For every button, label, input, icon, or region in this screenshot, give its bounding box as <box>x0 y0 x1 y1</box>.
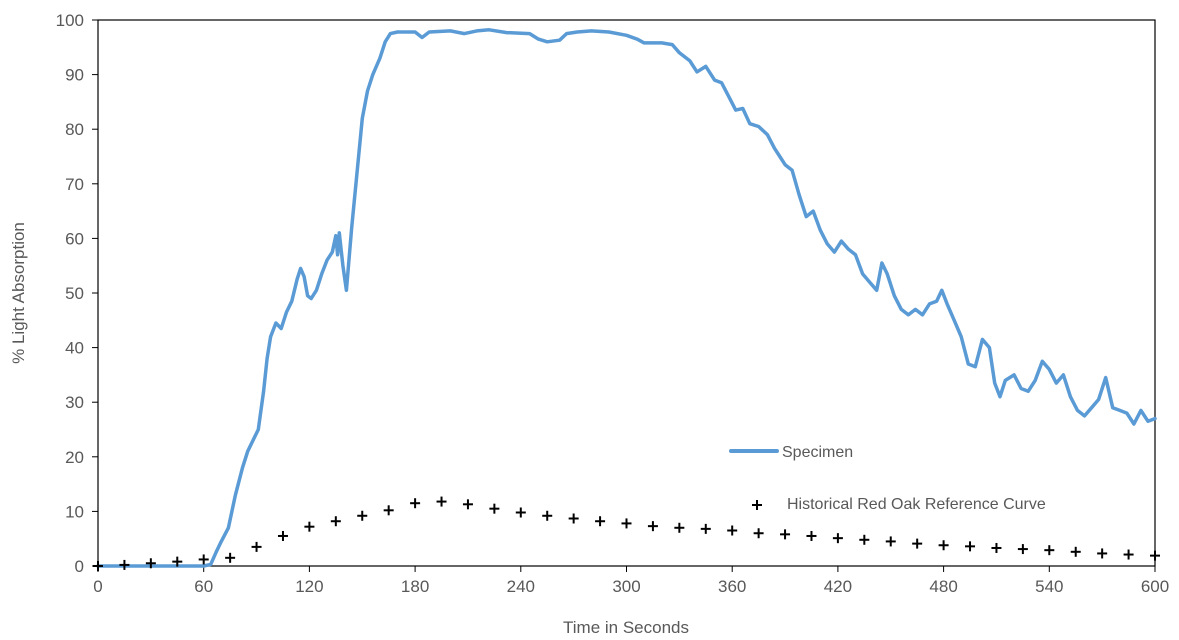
reference-curve-point <box>885 536 896 547</box>
reference-curve-point <box>410 498 421 509</box>
reference-curve-point <box>304 521 315 532</box>
reference-curve-point <box>859 534 870 545</box>
x-tick-label: 600 <box>1141 577 1169 596</box>
reference-curve-point <box>1150 550 1160 561</box>
reference-curve-point <box>172 556 183 567</box>
reference-curve-point <box>832 533 843 544</box>
reference-curve-point <box>568 513 579 524</box>
x-tick-label: 420 <box>824 577 852 596</box>
reference-curve-point <box>991 542 1002 553</box>
x-tick-label: 60 <box>194 577 213 596</box>
y-axis-title: % Light Absorption <box>9 222 28 364</box>
y-tick-label: 100 <box>56 11 84 30</box>
y-tick-label: 10 <box>65 502 84 521</box>
x-tick-label: 300 <box>612 577 640 596</box>
reference-curve-point <box>1123 549 1134 560</box>
y-tick-label: 20 <box>65 448 84 467</box>
reference-curve-point <box>330 516 341 527</box>
reference-curve-point <box>965 541 976 552</box>
reference-curve-point <box>727 525 738 536</box>
reference-curve-point <box>700 523 711 534</box>
x-tick-label: 360 <box>718 577 746 596</box>
y-tick-label: 90 <box>65 66 84 85</box>
x-tick-label: 240 <box>507 577 535 596</box>
y-tick-label: 70 <box>65 175 84 194</box>
legend: Specimen Historical Red Oak Reference Cu… <box>729 444 1046 513</box>
reference-curve-point <box>1017 544 1028 555</box>
reference-curve-point <box>489 503 500 514</box>
reference-curve-point <box>753 528 764 539</box>
y-tick-label: 80 <box>65 120 84 139</box>
y-tick-label: 60 <box>65 229 84 248</box>
x-tick-label: 120 <box>295 577 323 596</box>
reference-curve-point <box>462 499 473 510</box>
reference-curve-point <box>357 510 368 521</box>
x-axis-title: Time in Seconds <box>563 618 689 637</box>
y-axis: 0 10 20 30 40 50 60 70 80 90 100 <box>56 11 98 576</box>
plot-area-frame <box>97 19 1156 567</box>
legend-plus-icon <box>752 500 762 510</box>
reference-curve-point <box>595 516 606 527</box>
reference-curve-point <box>1070 546 1081 557</box>
x-tick-label: 480 <box>929 577 957 596</box>
reference-curve-point <box>515 507 526 518</box>
reference-curve-point <box>647 521 658 532</box>
legend-reference-marker <box>752 500 762 510</box>
reference-curve-point <box>1097 548 1108 559</box>
reference-curve-point <box>277 530 288 541</box>
legend-reference-label: Historical Red Oak Reference Curve <box>787 496 1046 513</box>
x-tick-label: 0 <box>93 577 102 596</box>
reference-curve-point <box>145 558 156 569</box>
reference-curve-point <box>225 552 236 563</box>
y-tick-label: 0 <box>75 557 84 576</box>
reference-curve-point <box>542 510 553 521</box>
reference-curve-point <box>938 540 949 551</box>
reference-curve-point <box>780 529 791 540</box>
x-tick-label: 540 <box>1035 577 1063 596</box>
reference-curve-point <box>93 561 103 571</box>
reference-curve-point <box>251 541 262 552</box>
reference-curve-point <box>912 538 923 549</box>
y-tick-label: 40 <box>65 339 84 358</box>
legend-specimen-label: Specimen <box>782 444 853 461</box>
reference-curve-point <box>383 505 394 516</box>
reference-curve-point <box>436 496 447 507</box>
specimen-series-line <box>96 28 1157 568</box>
reference-curve-point <box>1044 545 1055 556</box>
y-tick-label: 50 <box>65 284 84 303</box>
series-layer <box>93 28 1160 571</box>
x-axis: 0 60 120 180 240 300 360 420 480 540 600 <box>93 566 1169 596</box>
x-tick-label: 180 <box>401 577 429 596</box>
reference-curve-point <box>198 554 209 565</box>
reference-curve-point <box>674 522 685 533</box>
reference-curve-point <box>806 530 817 541</box>
reference-curve-point <box>119 559 130 570</box>
y-tick-label: 30 <box>65 393 84 412</box>
reference-curve-point <box>621 518 632 529</box>
